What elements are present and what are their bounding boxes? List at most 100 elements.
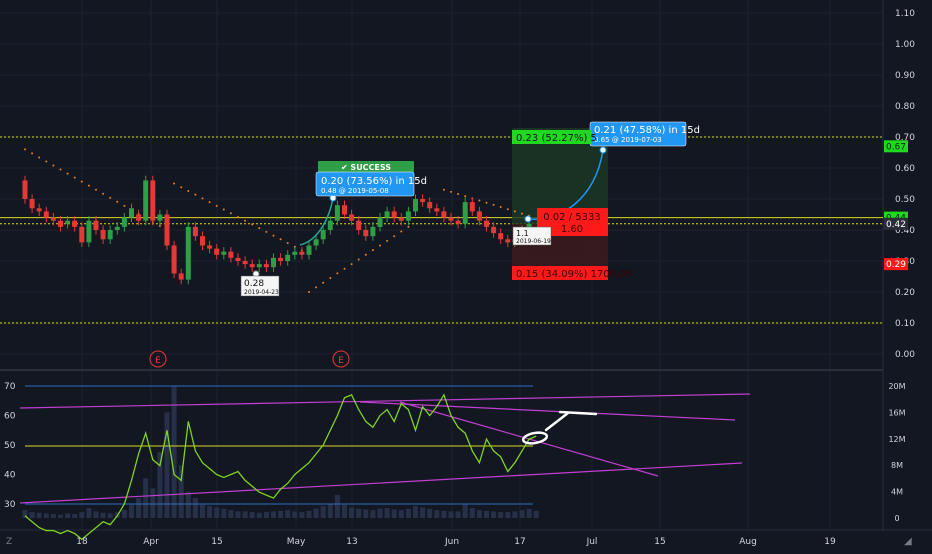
candle[interactable] [242,256,248,269]
candle[interactable] [405,206,411,226]
candle[interactable] [334,200,340,226]
position-target-label[interactable]: 0.23 (52.27%) 5 [512,130,597,144]
trendline-upper-2[interactable] [359,401,736,421]
candle[interactable] [427,197,433,213]
entry-label[interactable]: 1.1 2019-06-19 [512,226,552,246]
earnings-marker-may[interactable]: E [332,350,350,368]
psar-dot [194,193,197,196]
candle[interactable] [356,216,362,235]
success-badge[interactable]: ✔ SUCCESS [318,161,414,172]
candle[interactable] [342,200,347,220]
candle[interactable] [29,194,35,213]
candle[interactable] [278,253,284,266]
volume-bar [370,510,376,518]
candle[interactable] [498,228,504,244]
candle[interactable] [505,234,511,248]
candle[interactable] [129,203,134,223]
trendline-lower[interactable] [19,462,743,504]
candle[interactable] [164,209,170,251]
projection-end-dot[interactable] [599,146,607,154]
rsi-line [24,393,537,541]
candle[interactable] [79,222,85,248]
candle[interactable] [349,209,355,226]
candle[interactable] [292,247,298,260]
candle[interactable] [221,247,227,260]
candle[interactable] [143,175,149,226]
candle[interactable] [207,240,213,254]
candle[interactable] [235,253,241,266]
candle[interactable] [476,206,482,226]
drawing-circle[interactable] [521,431,549,445]
candle[interactable] [413,194,418,217]
rsi-tick-label: 60 [4,412,16,422]
projection-start-dot[interactable] [524,215,532,223]
volume-bar [278,510,284,518]
earnings-marker-apr[interactable]: E [149,350,167,368]
candle[interactable] [285,250,291,266]
psar-dot [279,238,282,241]
candle[interactable] [391,206,397,223]
candle[interactable] [157,209,163,226]
candle[interactable] [93,216,99,235]
candle[interactable] [86,216,92,248]
candle[interactable] [455,216,461,229]
psar-dot [251,223,254,226]
candle[interactable] [420,194,426,207]
candle[interactable] [214,243,220,260]
candle[interactable] [185,222,191,285]
drawing-stroke[interactable] [544,410,598,432]
candle[interactable] [384,206,390,223]
candle[interactable] [299,247,305,260]
candle[interactable] [327,216,333,235]
candle[interactable] [256,259,262,272]
candle[interactable] [121,212,127,232]
candle[interactable] [462,197,468,229]
candle[interactable] [107,225,113,244]
volume-bar [256,512,262,518]
callout-jul[interactable]: 0.21 (47.58%) in 15d 0.65 @ 2019-07-03 [589,121,700,147]
candle[interactable] [363,225,369,241]
candle[interactable] [320,225,326,244]
candle[interactable] [192,222,198,241]
candle[interactable] [22,175,28,204]
candle[interactable] [271,253,276,272]
candle[interactable] [200,231,205,251]
low-label[interactable]: 0.28 2019-04-23 [240,275,280,297]
volume-bar [498,512,504,518]
candle[interactable] [178,268,184,285]
candle[interactable] [72,216,78,232]
candle[interactable] [434,203,440,217]
volume-bar [526,508,532,518]
candle[interactable] [491,222,497,238]
candle[interactable] [313,234,319,251]
candle[interactable] [58,216,63,232]
candle[interactable] [50,212,56,226]
price-marker-text: 0.67 [886,142,906,152]
candle[interactable] [484,216,489,232]
time-axis[interactable]: 18 Apr 15 May 13 Jun 17 Jul 15 Aug 19 [76,537,836,547]
candle[interactable] [228,247,234,263]
candle[interactable] [448,212,454,226]
candle[interactable] [441,206,447,223]
timezone-icon[interactable]: Z [6,537,12,547]
candle[interactable] [43,206,49,223]
candle[interactable] [150,175,156,226]
candle[interactable] [249,259,255,272]
callout-may[interactable]: 0.20 (73.56%) in 15d 0.48 @ 2019-05-08 [315,171,427,197]
candle[interactable] [263,259,269,272]
candle[interactable] [306,240,312,260]
candle[interactable] [36,203,42,217]
candle[interactable] [377,212,383,232]
candle[interactable] [136,209,142,226]
candle[interactable] [65,216,71,229]
candle[interactable] [171,240,177,279]
candle[interactable] [114,222,120,235]
position-stop-label[interactable]: 0.15 (34.09%) 1700.05 [512,266,632,280]
trendline-upper[interactable] [19,393,751,409]
candle[interactable] [370,222,376,241]
candle[interactable] [398,212,404,226]
candle[interactable] [100,225,106,244]
candle[interactable] [469,197,475,217]
